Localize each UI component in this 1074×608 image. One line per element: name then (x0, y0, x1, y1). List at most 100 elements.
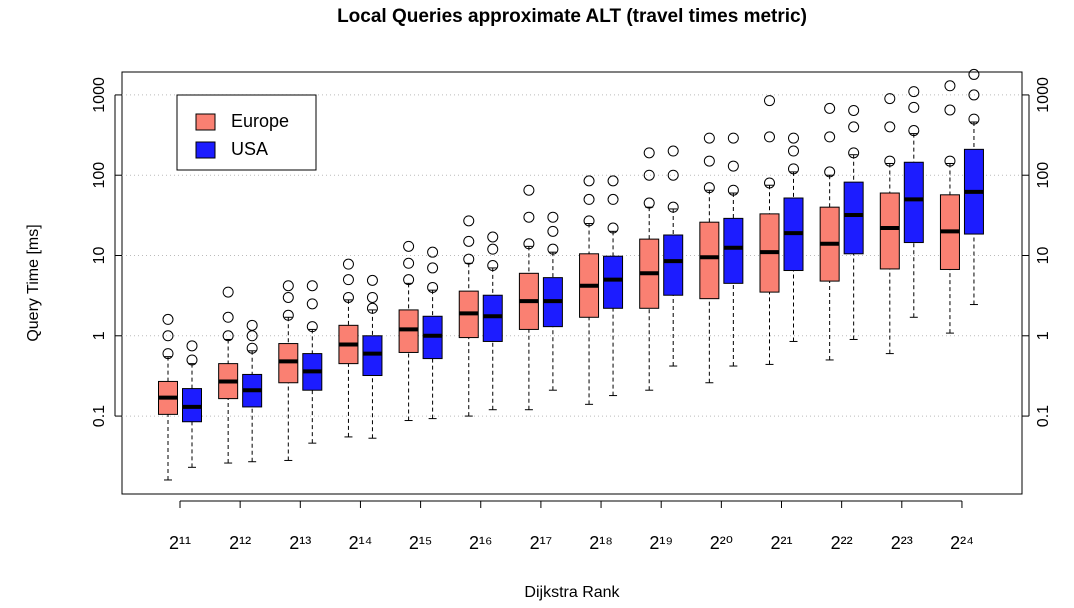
outlier (162, 313, 174, 325)
y2-tick-label: 1 (1035, 331, 1052, 340)
outlier (246, 342, 258, 354)
box (603, 255, 624, 309)
y2-tick-label: 0.1 (1035, 405, 1052, 427)
x-tick-label: 2¹⁷ (530, 533, 553, 553)
outlier (523, 184, 535, 196)
outlier (607, 222, 619, 234)
outlier (727, 132, 739, 144)
outlier (944, 80, 956, 92)
x-tick-label: 2¹⁴ (349, 533, 373, 553)
outlier (246, 330, 258, 342)
outlier (342, 291, 354, 303)
x-tick-label: 2¹² (229, 533, 251, 553)
y-tick-label: 10 (91, 246, 108, 264)
outlier (764, 177, 775, 189)
chart-title: Local Queries approximate ALT (travel ti… (337, 6, 807, 27)
outlier (162, 330, 174, 342)
x-axis-label: Dijkstra Rank (524, 584, 620, 601)
outlier (523, 238, 535, 250)
outlier (306, 321, 318, 333)
outlier (547, 225, 559, 237)
outlier (667, 145, 679, 157)
outlier (824, 102, 836, 114)
legend-swatch (195, 141, 216, 159)
legend-box (176, 94, 317, 171)
outlier (908, 101, 920, 113)
outlier (944, 155, 956, 167)
outlier (727, 160, 739, 172)
outlier (583, 175, 595, 187)
outlier (463, 215, 475, 227)
outlier (968, 89, 980, 101)
outlier (643, 147, 655, 159)
outlier (764, 131, 775, 143)
outlier (282, 291, 294, 303)
outlier (824, 131, 836, 143)
outlier (643, 169, 655, 181)
outlier (607, 193, 619, 205)
y-tick-label: 0.1 (91, 405, 108, 427)
outlier (968, 113, 980, 125)
outlier (583, 193, 595, 205)
outlier (908, 86, 920, 98)
outlier (884, 93, 896, 105)
outlier (427, 262, 439, 274)
y2-tick-label: 10 (1035, 246, 1052, 264)
x-tick-label: 2¹³ (289, 533, 311, 553)
box (362, 335, 383, 377)
y-tick-label: 1000 (91, 77, 108, 113)
outlier (222, 311, 234, 323)
outlier (703, 132, 715, 144)
outlier (667, 169, 679, 181)
outlier (487, 243, 499, 255)
outlier (884, 121, 896, 133)
outlier (908, 125, 920, 137)
outlier (222, 286, 234, 298)
outlier (487, 231, 499, 243)
outlier (463, 235, 475, 247)
x-tick-label: 2²⁴ (950, 533, 974, 553)
x-tick-label: 2²² (831, 533, 853, 553)
outlier (547, 211, 559, 223)
outlier (583, 215, 595, 227)
outlier (427, 281, 439, 293)
outlier (246, 319, 258, 331)
x-tick-label: 2¹⁶ (469, 533, 492, 553)
box (903, 161, 924, 244)
outlier (848, 147, 860, 159)
outlier (848, 104, 860, 116)
outlier (523, 211, 535, 223)
outlier (667, 201, 679, 213)
x-tick-label: 2¹⁵ (409, 533, 432, 553)
outlier (727, 184, 739, 196)
plot-frame (121, 71, 1023, 495)
legend-swatch (195, 113, 216, 131)
outlier (463, 253, 475, 265)
outlier (487, 260, 499, 272)
y-tick-label: 1 (91, 331, 108, 340)
outlier (282, 280, 294, 292)
outlier (342, 274, 354, 286)
outlier (788, 132, 799, 144)
box (723, 217, 744, 284)
outlier (427, 246, 439, 258)
outlier (968, 68, 980, 80)
outlier (186, 340, 198, 352)
outlier (403, 240, 415, 252)
outlier (306, 280, 318, 292)
box (663, 234, 684, 296)
outlier (186, 354, 198, 366)
outlier (306, 298, 318, 310)
outlier (884, 155, 896, 167)
outlier (342, 258, 354, 270)
outlier (366, 274, 378, 286)
outlier (607, 175, 619, 187)
box (879, 192, 900, 270)
outlier (824, 166, 836, 178)
outlier (703, 155, 715, 167)
x-tick-label: 2²⁰ (710, 533, 733, 553)
outlier (944, 104, 956, 116)
outlier (547, 243, 559, 255)
outlier (403, 257, 415, 269)
